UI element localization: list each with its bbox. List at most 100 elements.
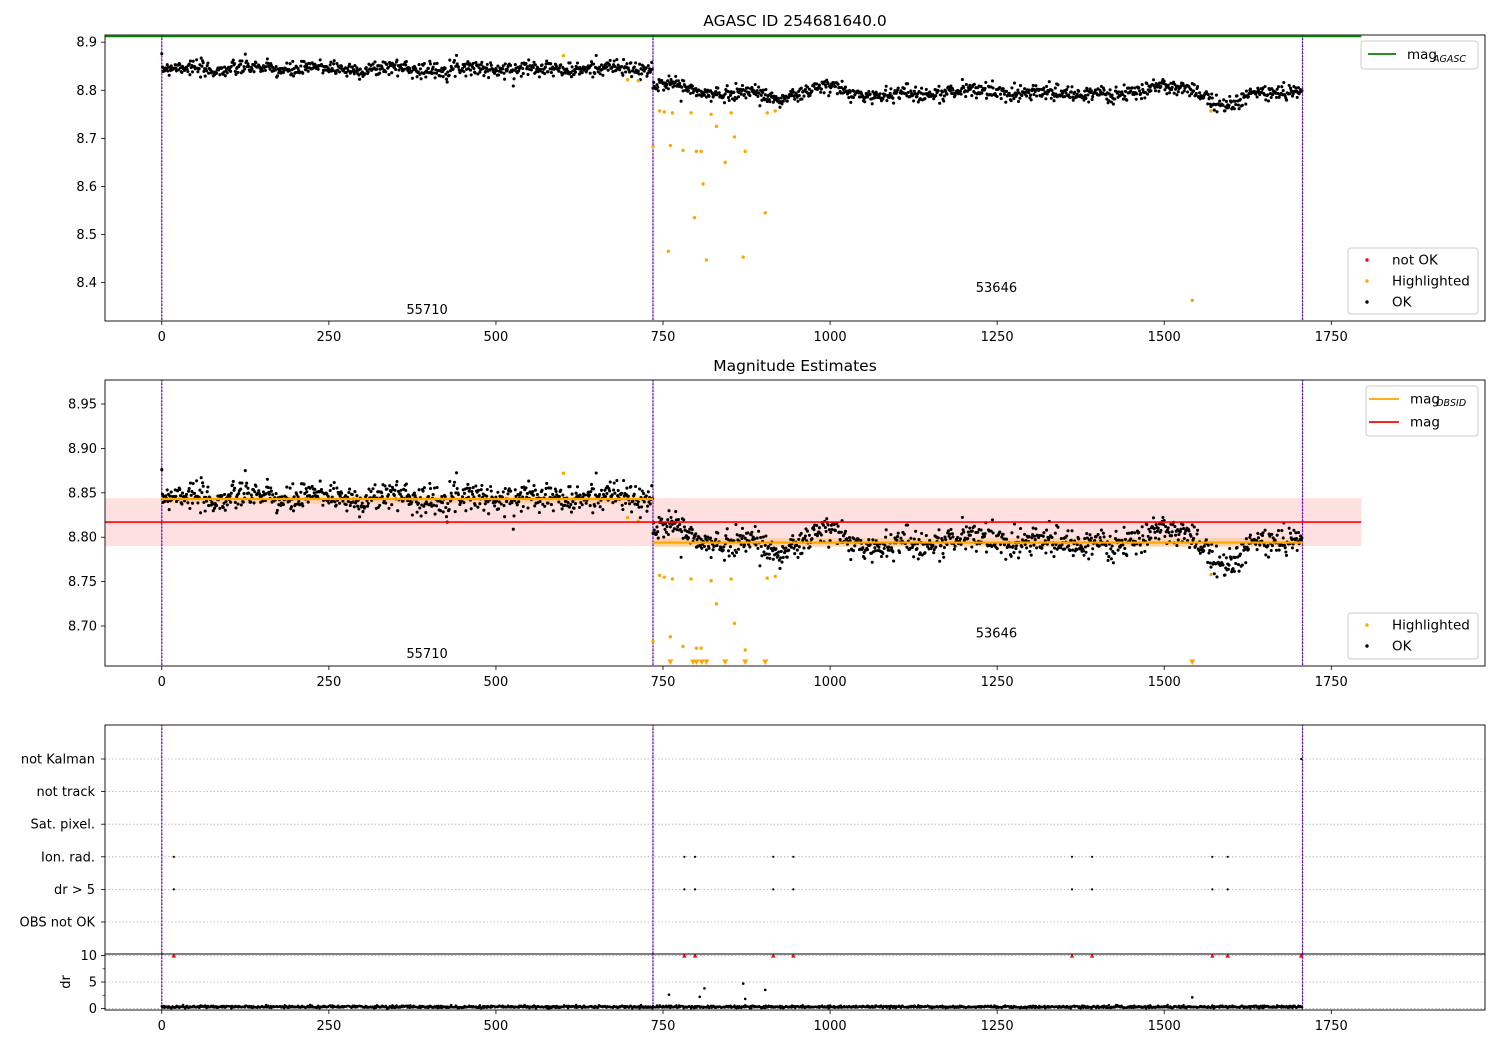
mid-ok-point [389,490,393,494]
top-ok-point [371,62,375,66]
mid-ok-point [394,483,398,487]
top-ok-point [748,94,752,98]
mid-ok-point [400,495,404,499]
top-ok-point [734,81,738,85]
top-ok-point [529,68,533,72]
top-ok-point [395,58,399,62]
mid-ok-point [190,501,195,505]
top-ok-point [1166,83,1170,87]
mid-ok-point [189,493,193,497]
mid-ok-point [174,494,178,498]
top-ok-point [1221,103,1225,107]
top-ok-point [544,62,548,66]
top-ok-point [489,63,493,67]
mid-ok-point [573,502,578,506]
mid-ok-point [449,491,453,495]
mid-ok-point [721,548,725,552]
mid-ok-point [1163,534,1167,538]
mid-ok-point [228,494,232,498]
top-ok-point [688,91,692,95]
mid-ok-point [669,515,673,519]
top-ok-point [410,76,414,80]
top-ok-point [549,71,553,75]
mid-ok-point [311,494,315,499]
mid-ok-point [348,503,352,508]
top-ok-point [777,96,781,100]
top-ok-point [915,94,919,99]
top-ok-point [346,69,350,73]
mid-ok-point [1075,542,1079,547]
mid-ok-point [974,549,978,553]
mid-ok-point [275,511,279,515]
top-ok-point [618,68,622,72]
mid-ok-point [1014,547,1018,551]
mid-ok-point [634,484,638,489]
top-ok-point [672,84,676,88]
top-ok-point [1033,90,1037,94]
mid-ok-point [432,503,436,507]
mid-ok-point [1192,536,1196,540]
top-ok-point [959,92,963,96]
top-ok-point [519,74,523,78]
top-ok-point [747,90,751,94]
mid-ok-point [1200,546,1204,550]
mid-ok-point [1270,532,1274,536]
mid-ok-point [338,501,342,505]
top-ok-point [190,70,195,74]
mid-ok-point [1137,536,1142,540]
mid-ok-point [636,502,640,506]
top-ok-point [206,61,210,65]
mid-ok-point [1059,546,1063,550]
mid-ok-point [734,550,739,554]
top-ok-point [573,70,578,74]
top-ok-point [462,69,466,74]
top-ok-point [1287,83,1291,87]
mid-ok-point [310,484,314,488]
top-ok-point [188,73,192,77]
top-ok-point [273,68,277,72]
mid-ok-point [1153,530,1157,534]
flag-point [1211,855,1214,858]
flag-point [693,888,697,891]
mid-ok-point [338,494,342,498]
mid-ok-point [962,530,966,534]
mid-ok-point [774,547,778,551]
mid-ok-point [674,510,678,514]
top-highlighted-point [681,148,685,153]
top-y-tick-label: 8.5 [76,228,97,243]
mid-ok-point [756,546,760,550]
top-ok-point [229,69,233,73]
mid-ok-point [787,548,791,552]
mid-ok-point [291,509,296,513]
top-ok-point [1122,83,1126,87]
top-ok-point [716,86,720,90]
top-ok-point [870,102,874,106]
top-ok-point [1065,88,1069,92]
top-ok-point [859,92,864,96]
top-ok-point [1034,84,1038,88]
mid-y-tick-label: 8.90 [68,442,97,457]
top-ok-point [223,74,227,78]
mid-ok-point [531,493,535,497]
top-ok-point [1295,95,1299,99]
mid-ok-point [1258,543,1262,547]
mid-ok-point [440,494,444,499]
mid-ok-point [873,549,878,553]
top-ok-point [1027,91,1031,95]
mid-ok-point [870,560,874,564]
mid-ok-point [1287,526,1291,530]
mid-ok-point [1283,546,1287,550]
top-ok-point [1045,84,1049,88]
mid-ok-point [836,524,840,528]
mid-ok-point [1240,563,1244,567]
top-ok-point [939,93,943,97]
mid-ok-point [1065,534,1069,538]
top-ok-point [433,76,437,80]
mid-ok-point [693,534,697,538]
top-ok-point [774,95,778,99]
top-ok-point [1223,109,1227,113]
top-ok-point [1276,85,1281,89]
mid-ok-point [1269,548,1273,553]
top-ok-point [797,93,801,98]
